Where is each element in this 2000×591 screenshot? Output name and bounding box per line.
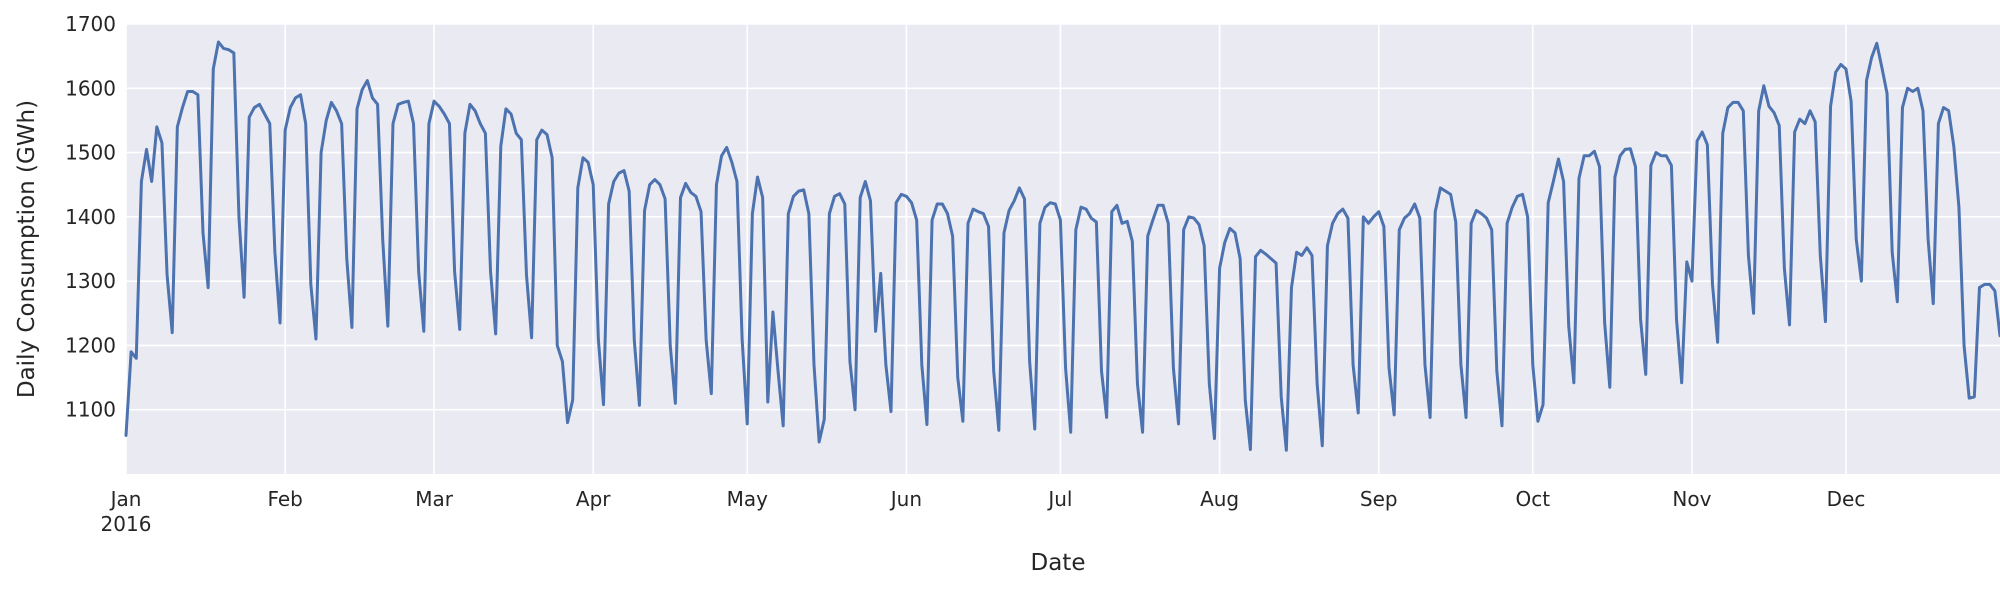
x-tick-label: May (727, 487, 769, 511)
x-tick-label: Nov (1672, 487, 1711, 511)
x-tick-label: Jan (109, 487, 142, 511)
y-tick-label: 1300 (65, 269, 116, 293)
x-tick-label: Jun (889, 487, 922, 511)
x-tick-sublabel: 2016 (101, 512, 152, 536)
y-tick-label: 1100 (65, 398, 116, 422)
x-tick-label: Mar (415, 487, 454, 511)
y-tick-label: 1600 (65, 76, 116, 100)
x-tick-label: Sep (1360, 487, 1398, 511)
y-axis-title: Daily Consumption (GWh) (14, 100, 40, 398)
x-tick-label: Oct (1515, 487, 1550, 511)
series-line (124, 40, 2000, 452)
x-axis-title: Date (1031, 550, 1086, 576)
y-axis-ticks: 1100 1200 1300 1400 1500 1600 1700 (65, 12, 116, 422)
y-tick-label: 1500 (65, 141, 116, 165)
x-tick-label: Feb (267, 487, 302, 511)
plot-background (126, 24, 2000, 474)
x-tick-label: Dec (1827, 487, 1866, 511)
y-tick-label: 1700 (65, 12, 116, 36)
y-tick-label: 1400 (65, 205, 116, 229)
x-tick-label: Jul (1046, 487, 1072, 511)
x-tick-label: Apr (576, 487, 611, 511)
y-tick-label: 1200 (65, 333, 116, 357)
x-tick-label: Aug (1200, 487, 1239, 511)
